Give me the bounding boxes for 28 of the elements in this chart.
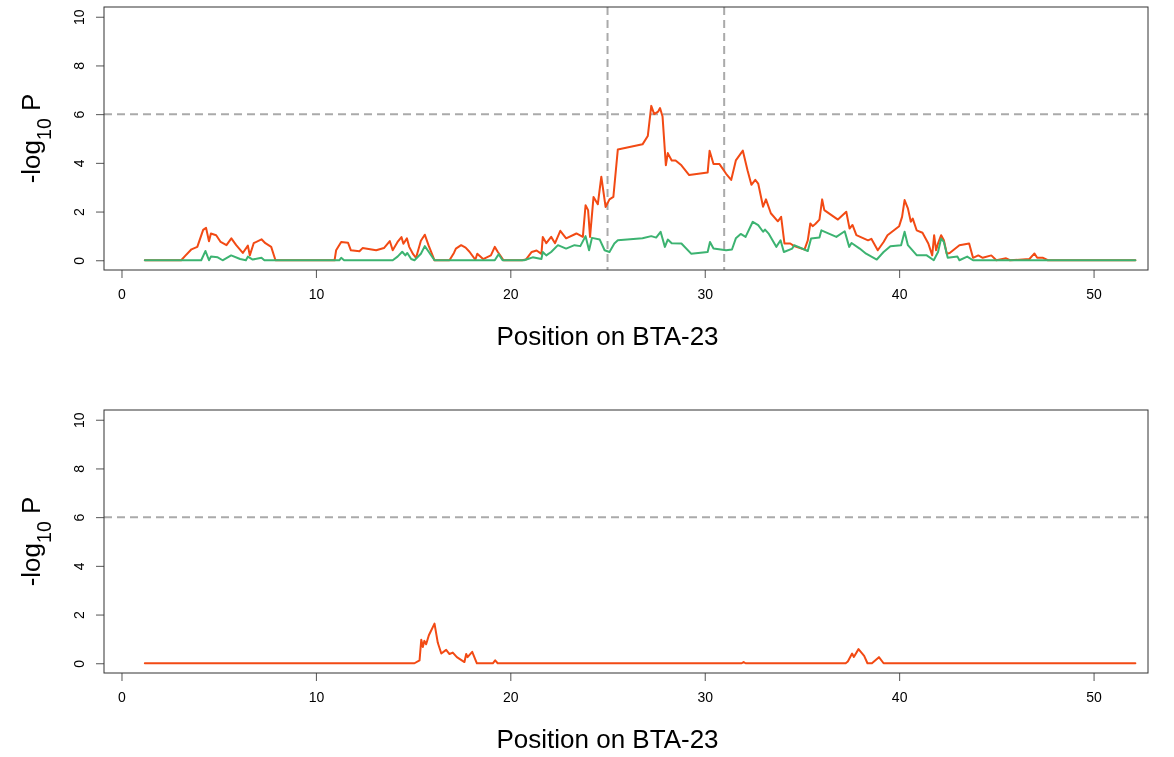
y-tick-label: 2 (71, 207, 87, 216)
x-tick-label: 10 (308, 286, 325, 303)
x-axis-title: Position on BTA-23 (496, 724, 719, 754)
x-tick-label: 50 (1086, 689, 1103, 706)
y-tick-label: 0 (71, 256, 87, 265)
x-tick-label: 40 (891, 689, 908, 706)
x-tick-label: 0 (118, 689, 127, 706)
y-tick-label: 4 (71, 562, 87, 571)
x-tick-label: 40 (891, 286, 908, 303)
line-series (143, 220, 1137, 262)
line-series (143, 622, 1137, 665)
x-tick-label: 10 (308, 689, 325, 706)
x-tick-label: 30 (697, 286, 714, 303)
x-tick-label: 20 (503, 286, 519, 303)
y-tick-label: 6 (71, 110, 87, 119)
y-tick-label: 10 (71, 9, 87, 26)
x-axis-title: Position on BTA-23 (496, 321, 719, 351)
y-tick-label: 8 (71, 464, 87, 473)
y-tick-label: 10 (71, 412, 87, 429)
y-tick-label: 4 (71, 159, 87, 168)
x-tick-label: 20 (503, 689, 519, 706)
y-tick-label: 2 (71, 610, 87, 619)
x-tick-label: 0 (118, 286, 127, 303)
y-tick-label: 6 (71, 513, 87, 522)
y-tick-label: 0 (71, 659, 87, 668)
x-tick-label: 30 (697, 689, 714, 706)
x-tick-label: 50 (1086, 286, 1103, 303)
y-tick-label: 8 (71, 61, 87, 70)
